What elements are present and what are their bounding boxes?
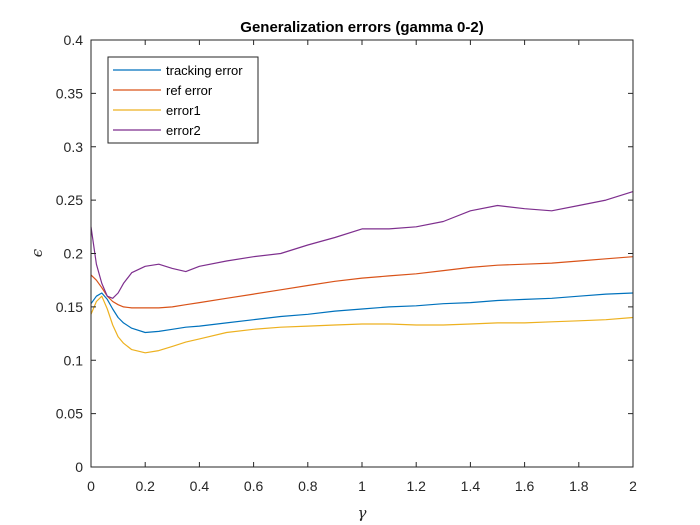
x-tick-label: 1 — [358, 478, 366, 494]
x-axis-label: γ — [358, 504, 367, 522]
x-tick-label: 1.2 — [406, 478, 426, 494]
y-tick-label: 0.25 — [56, 192, 83, 208]
y-tick-label: 0.35 — [56, 85, 83, 101]
series-line-4 — [90, 191, 634, 299]
y-axis-label: ϵ — [28, 248, 46, 257]
y-tick-label: 0.3 — [64, 139, 84, 155]
legend-label: tracking error — [166, 63, 243, 78]
legend-label: error1 — [166, 103, 201, 118]
x-tick-label: 0.6 — [244, 478, 264, 494]
chart-title: Generalization errors (gamma 0-2) — [240, 19, 483, 36]
y-tick-label: 0.2 — [64, 246, 84, 262]
legend-box — [107, 56, 259, 144]
series-line-3 — [90, 295, 634, 354]
x-tick-label: 0 — [87, 478, 95, 494]
x-tick-label: 0.8 — [298, 478, 318, 494]
y-tick-label: 0.15 — [56, 299, 83, 315]
y-tick-label: 0.4 — [64, 32, 84, 48]
x-tick-label: 1.8 — [569, 478, 589, 494]
x-tick-label: 0.2 — [135, 478, 155, 494]
legend-label: error2 — [166, 123, 201, 138]
axis-ticks: 0 0.2 0.4 0.6 0.8 1 1.2 1.4 1.6 1.8 2 0 0.05 0.1 0.15 0… — [56, 32, 637, 494]
y-tick-label: 0.1 — [64, 352, 84, 368]
series-line-1 — [90, 292, 634, 334]
x-tick-label: 0.4 — [190, 478, 210, 494]
x-tick-label: 2 — [629, 478, 637, 494]
legend-label: ref error — [166, 83, 213, 98]
legend: tracking error ref error error1 error2 — [107, 56, 259, 144]
series-line-2 — [90, 256, 634, 309]
y-tick-label: 0 — [75, 459, 83, 475]
y-tick-label: 0.05 — [56, 406, 83, 422]
x-tick-label: 1.6 — [515, 478, 535, 494]
x-tick-label: 1.4 — [461, 478, 481, 494]
